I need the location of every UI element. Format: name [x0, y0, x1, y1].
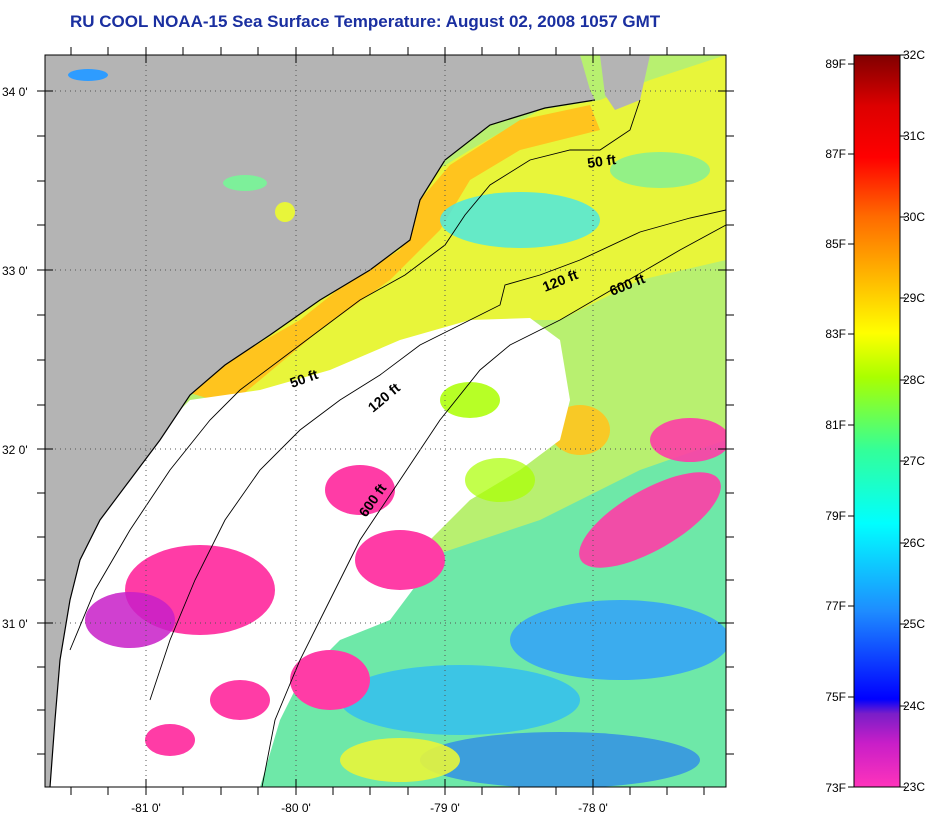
cloud-cover	[50, 318, 570, 787]
lon-label-78: -78 0'	[578, 801, 608, 815]
inland-lake-3	[275, 202, 295, 222]
colorbar-label-c-24: 24C	[903, 699, 925, 713]
cold-magenta-streak	[579, 472, 721, 568]
shelf-green-patch	[610, 152, 710, 188]
lon-label-80: -80 0'	[281, 801, 311, 815]
contour-50ft	[69, 99, 641, 651]
lat-label-31: 31 0'	[2, 617, 28, 631]
colorbar-label-f-77: 77F	[825, 599, 846, 613]
contour-label-50ft-north: 50 ft	[586, 151, 617, 171]
lat-label-32: 32 0'	[2, 443, 28, 457]
map-title: RU COOL NOAA-15 Sea Surface Temperature:…	[70, 12, 661, 31]
cold-patch-3	[325, 465, 395, 515]
offshore-warm-patch	[340, 738, 460, 782]
colorbar-label-c-26: 26C	[903, 536, 925, 550]
offshore-blue-band-2	[340, 665, 580, 735]
coastal-warm-band	[180, 105, 600, 405]
colorbar-label-c-23: 23C	[903, 780, 925, 794]
colorbar-label-c-31: 31C	[903, 129, 925, 143]
land-cape	[600, 55, 650, 110]
colorbar	[853, 54, 901, 788]
lon-label-79: -79 0'	[430, 801, 460, 815]
colorbar-ticks	[848, 54, 906, 788]
colorbar-label-c-30: 30C	[903, 210, 925, 224]
lat-label-33: 33 0'	[2, 264, 28, 278]
offshore-blue-band-3	[420, 732, 700, 787]
colorbar-label-c-25: 25C	[903, 617, 925, 631]
map-area	[45, 55, 726, 787]
colorbar-label-c-27: 27C	[903, 454, 925, 468]
cold-patch-6	[210, 680, 270, 720]
cold-patch-7	[145, 724, 195, 756]
contour-600ft	[261, 224, 726, 787]
colorbar-label-f-83: 83F	[825, 327, 846, 341]
offshore-blue-band	[510, 600, 726, 680]
colorbar-label-c-29: 29C	[903, 291, 925, 305]
warm-patch-in-cloud-2	[465, 458, 535, 502]
lat-label-34: 34 0'	[2, 85, 28, 99]
colorbar-label-f-73: 73F	[825, 781, 846, 795]
colorbar-label-f-81: 81F	[825, 418, 846, 432]
colorbar-label-f-79: 79F	[825, 509, 846, 523]
colorbar-label-f-89: 89F	[825, 57, 846, 71]
cold-magenta-patch	[650, 418, 726, 462]
colorbar-label-f-85: 85F	[825, 237, 846, 251]
colorbar-label-f-75: 75F	[825, 690, 846, 704]
cold-patch-2	[85, 592, 175, 648]
colorbar-label-f-87: 87F	[825, 147, 846, 161]
lon-label-81: -81 0'	[131, 801, 161, 815]
shelf-cool-patch	[440, 192, 600, 248]
map-frame	[44, 54, 727, 788]
inland-lake-1	[68, 69, 108, 81]
land	[45, 55, 595, 787]
warm-patch-in-cloud	[440, 382, 500, 418]
cold-patch-4	[355, 530, 445, 590]
colorbar-label-c-32: 32C	[903, 48, 925, 62]
cold-patch-5	[290, 650, 370, 710]
contour-120ft	[149, 209, 726, 701]
inland-lake-2	[223, 175, 267, 191]
graticule	[45, 55, 726, 787]
colorbar-label-c-28: 28C	[903, 373, 925, 387]
map-ticks	[37, 47, 734, 795]
